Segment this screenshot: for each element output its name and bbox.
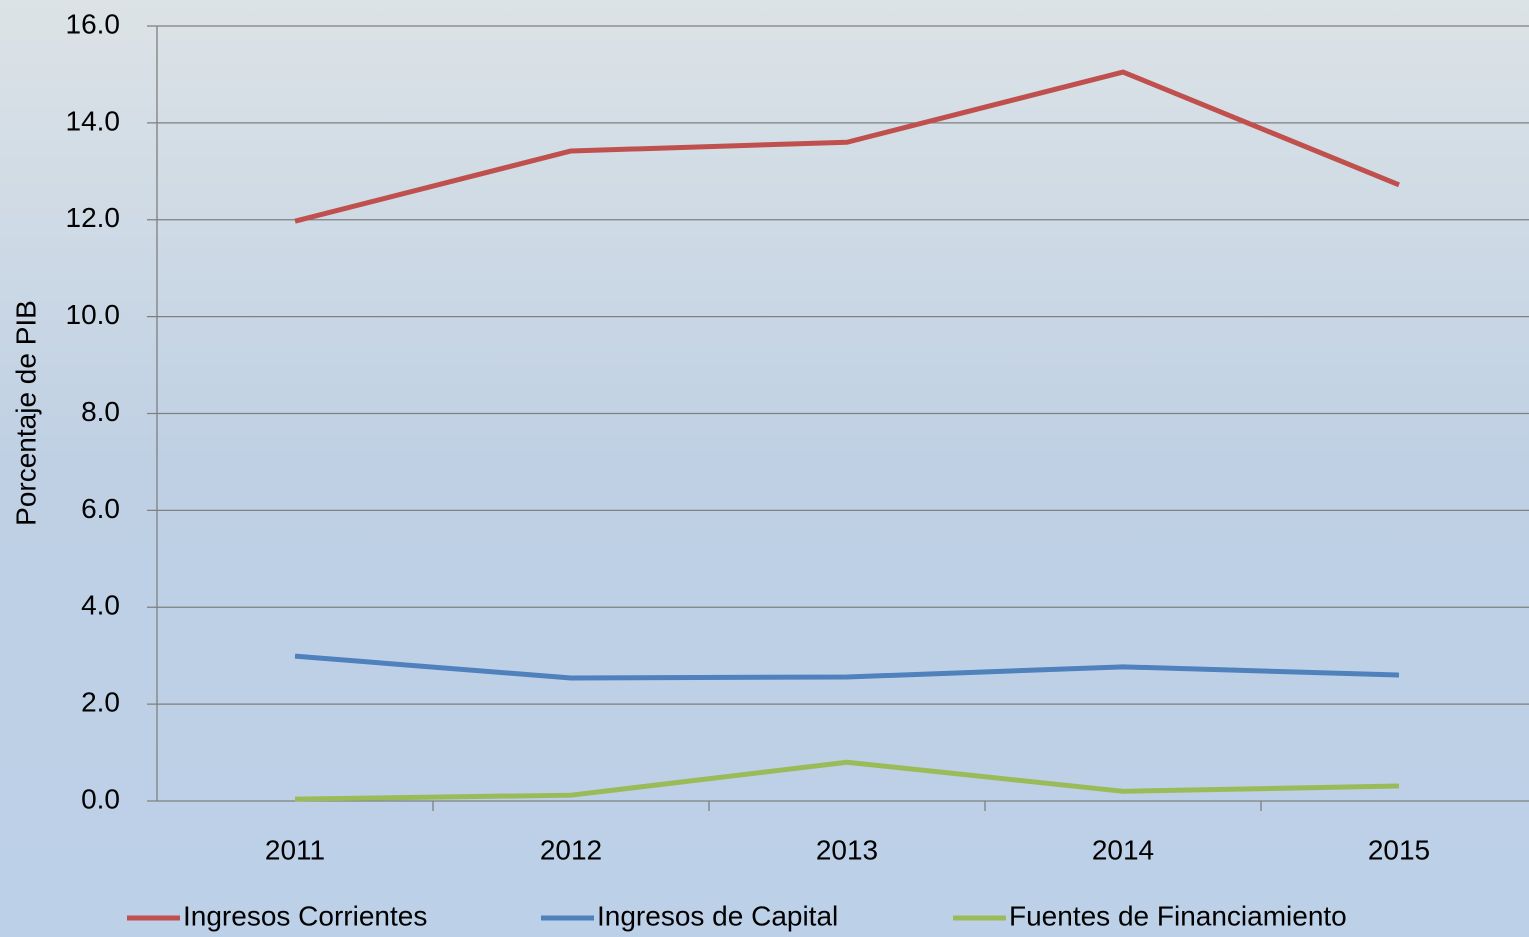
y-tick-label: 16.0	[66, 8, 121, 39]
y-tick-label: 2.0	[81, 687, 120, 718]
y-axis-title: Porcentaje de PIB	[10, 300, 41, 526]
y-tick-label: 8.0	[81, 396, 120, 427]
legend-label: Ingresos Corrientes	[183, 900, 427, 931]
series-line	[294, 759, 1400, 802]
y-tick-label: 14.0	[66, 105, 121, 136]
x-tick-label: 2014	[1092, 834, 1154, 865]
legend-label: Fuentes de Financiamiento	[1009, 900, 1347, 931]
y-tick-label: 10.0	[66, 299, 121, 330]
x-tick-label: 2012	[540, 834, 602, 865]
x-tick-label: 2011	[265, 834, 325, 865]
y-tick-label: 12.0	[66, 202, 121, 233]
x-tick-label: 2015	[1368, 834, 1430, 865]
series-line	[294, 653, 1400, 681]
series-line	[294, 69, 1400, 224]
y-tick-label: 6.0	[81, 493, 120, 524]
y-tick-label: 4.0	[81, 590, 120, 621]
legend-label: Ingresos de Capital	[597, 900, 838, 931]
y-tick-label: 0.0	[81, 783, 120, 814]
x-tick-label: 2013	[816, 834, 878, 865]
